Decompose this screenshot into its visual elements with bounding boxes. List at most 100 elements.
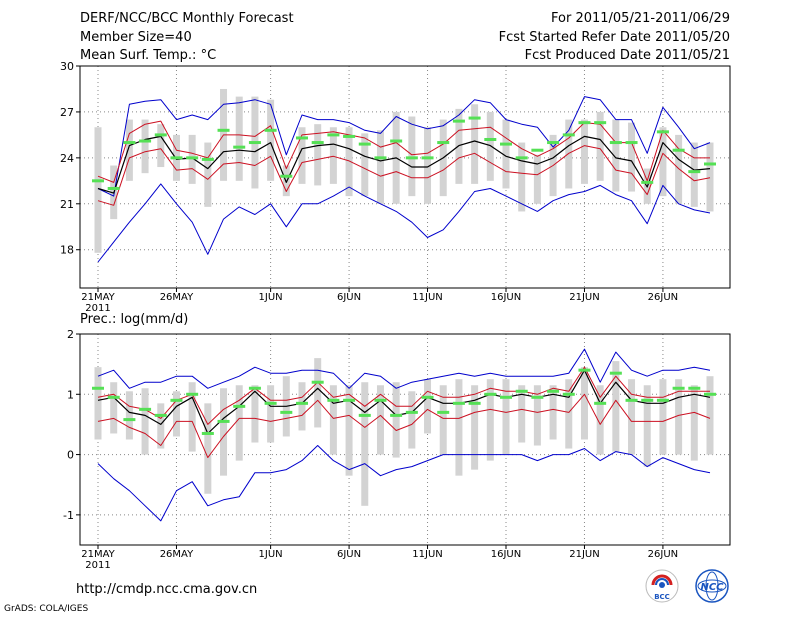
ncc-logo: NCC [695, 569, 729, 603]
precip-median-mark [594, 401, 607, 405]
precip-lower-line [97, 393, 711, 459]
temperature-xtick-label: 21MAY [81, 292, 115, 303]
temperature-range-box [518, 142, 526, 212]
precip-range-box [502, 379, 510, 455]
precip-range-box [643, 385, 651, 467]
precip-median-mark [280, 410, 293, 414]
temperature-median-mark [531, 148, 544, 152]
precip-range-box [455, 379, 463, 476]
precip-range-box [408, 391, 416, 449]
precip-range-box [392, 382, 400, 458]
temperature-ytick-label: 21 [60, 198, 74, 211]
temperature-range-box [471, 104, 479, 184]
temperature-range-box [298, 127, 306, 184]
temperature-median-mark [688, 170, 701, 174]
precip-range-box [439, 385, 447, 455]
temperature-median-mark [594, 121, 607, 125]
precip-range-box [549, 385, 557, 440]
precip-range-box [533, 385, 541, 446]
precip-ytick-label: 2 [67, 328, 74, 341]
temperature-range-box [361, 133, 369, 197]
temperature-range-box [314, 124, 322, 186]
temperature-median-mark [484, 137, 497, 141]
temperature-range-box [533, 154, 541, 204]
precip-frame [79, 333, 731, 546]
temperature-median-mark [672, 148, 685, 152]
grads-credit: GrADS: COLA/IGES [4, 604, 89, 614]
precip-xtick-label: 1JUN [259, 549, 283, 560]
temperature-range-box [659, 127, 667, 197]
temperature-range-box [204, 142, 212, 207]
temperature-range-box [706, 142, 714, 212]
precip-median-mark [92, 386, 104, 390]
temperature-range-box [235, 96, 243, 181]
temperature-range-box [612, 119, 620, 192]
precip-median-mark [264, 401, 277, 405]
precip-median-mark [107, 395, 120, 399]
temperature-median-mark [343, 134, 356, 138]
temperature-median-mark [186, 156, 199, 160]
precip-ytick-label: 1 [67, 388, 74, 401]
figure-title: DERF/NCC/BCC Monthly Forecast [80, 11, 294, 26]
temperature-median-mark [405, 156, 418, 160]
precip-median-mark [515, 389, 528, 393]
precip-upper-line [97, 366, 710, 425]
temperature-median-mark [217, 128, 230, 132]
precip-median-mark [186, 392, 199, 396]
temperature-median-mark [280, 174, 293, 178]
precip-median-mark [327, 398, 340, 402]
precip-median-mark [139, 407, 152, 411]
temperature-median-mark [704, 162, 716, 166]
precip-range-box [110, 382, 118, 434]
precip-range-box [204, 403, 212, 494]
precip-median-mark [358, 413, 371, 417]
produced-date-label: Fcst Produced Date 2011/05/21 [524, 48, 730, 63]
precip-median-mark [578, 368, 591, 372]
precip-median-mark [562, 392, 575, 396]
precip-range-box [612, 361, 620, 452]
temperature-range-box [580, 119, 588, 184]
precip-median-mark [531, 395, 544, 399]
temperature-median-mark [154, 133, 167, 137]
bcc-logo-text: BCC [654, 593, 670, 601]
precip-range-box [706, 376, 714, 455]
started-date-label: Fcst Started Refer Date 2011/05/20 [498, 30, 730, 45]
temperature-median-mark [358, 142, 371, 146]
temperature-xtick-label: 6JUN [337, 292, 361, 303]
precip-range-box [188, 382, 196, 452]
precip-median-mark [217, 419, 230, 423]
temperature-ytick-label: 18 [60, 244, 74, 257]
temperature-range-box [345, 127, 353, 197]
bcc-logo: BCC [645, 569, 679, 603]
temperature-range-box [141, 119, 149, 174]
precip-median-mark [201, 431, 214, 435]
temperature-range-box [94, 127, 102, 253]
precip-median-mark [311, 380, 324, 384]
precip-median-mark [374, 398, 387, 402]
forecast-period-label: For 2011/05/21-2011/06/29 [551, 11, 730, 26]
temperature-median-mark [625, 141, 638, 145]
precip-median-mark [154, 413, 167, 417]
temperature-median-mark [264, 128, 277, 132]
temperature-median-mark [233, 145, 246, 149]
precip-xtick-label: 11JUN [412, 549, 442, 560]
precip-range-box [376, 385, 384, 455]
temperature-lower-line [97, 145, 711, 206]
temperature-xtick-label: 26MAY [160, 292, 194, 303]
precip-median-mark [296, 401, 308, 405]
temperature-upper-line [97, 120, 710, 183]
agency-logos: BCC NCC [645, 569, 729, 603]
temperature-median-mark [609, 141, 622, 145]
precip-median-mark [500, 395, 512, 399]
temperature-xtick-label: 26JUN [648, 292, 678, 303]
precip-median-mark [672, 386, 685, 390]
temperature-xtick-label: 11JUN [412, 292, 442, 303]
temperature-median-mark [421, 156, 434, 160]
temperature-range-box [486, 111, 494, 181]
precip-median-mark [704, 392, 716, 396]
precip-range-box [675, 379, 683, 455]
temperature-range-box [455, 108, 463, 184]
precip-xtick-label: 16JUN [491, 549, 521, 560]
